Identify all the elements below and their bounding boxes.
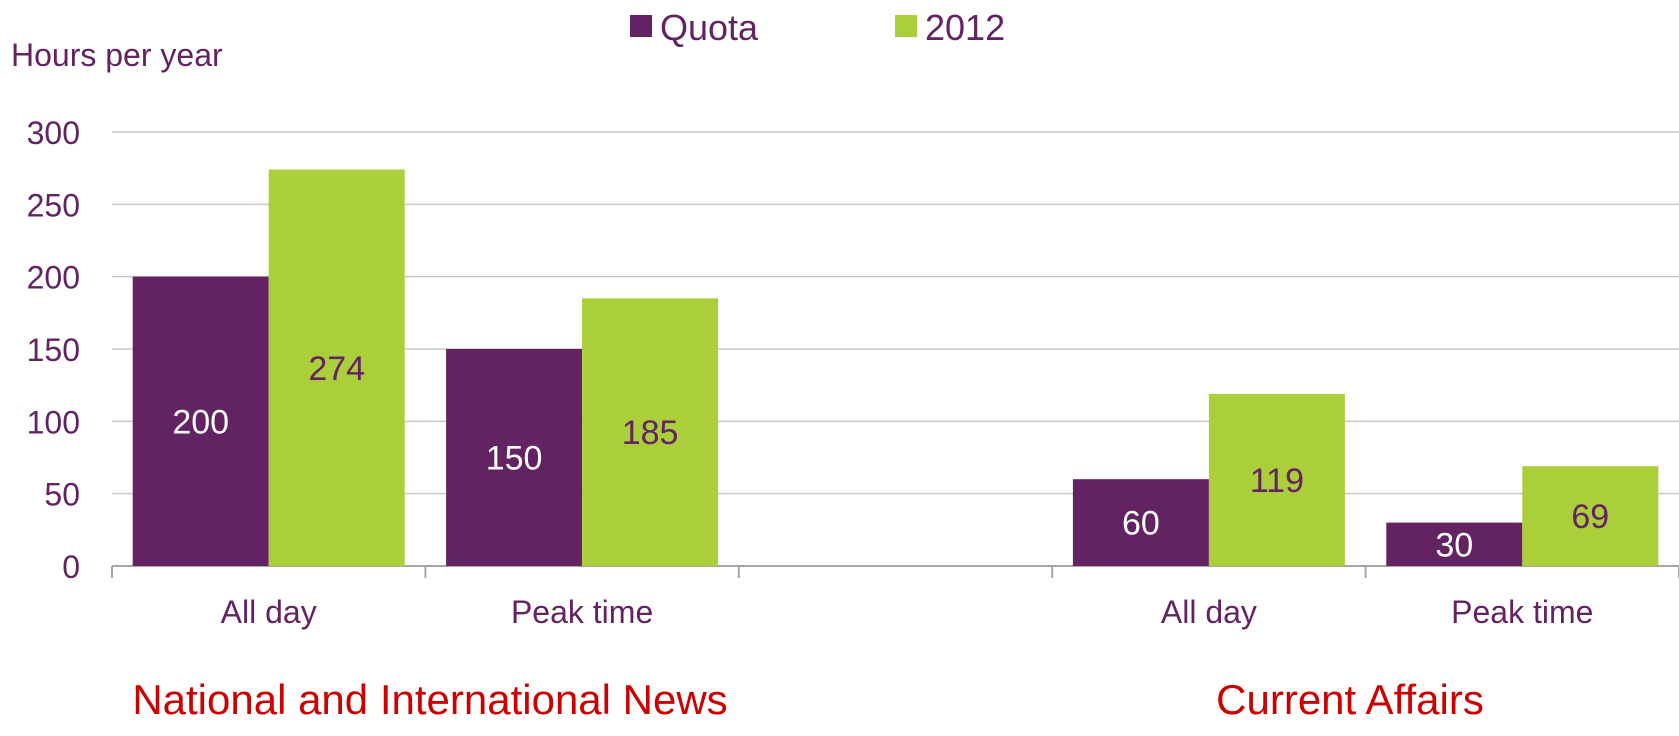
data-label: 274 xyxy=(308,350,365,388)
bar-2012-4 xyxy=(1522,466,1659,566)
data-label: 60 xyxy=(1122,505,1160,543)
y-tick-label: 50 xyxy=(44,477,80,513)
bar-2012-0 xyxy=(268,169,405,566)
data-label: 150 xyxy=(486,440,543,478)
data-labels: 200 150 60 30 274 185 119 69 xyxy=(172,350,1609,564)
bars xyxy=(132,169,1659,566)
bar-quota-0 xyxy=(132,276,269,566)
x-tick-label: All day xyxy=(221,594,317,630)
data-label: 69 xyxy=(1571,498,1609,536)
bar-quota-1 xyxy=(446,349,583,566)
y-tick-label: 0 xyxy=(62,549,80,585)
group-label-national-news: National and International News xyxy=(132,676,727,723)
y-tick-label: 250 xyxy=(27,187,80,223)
legend-label-2012: 2012 xyxy=(925,7,1005,48)
axes: 0 50 100 150 200 250 300 All day Peak time All da… xyxy=(27,115,1679,630)
data-label: 185 xyxy=(622,414,679,452)
legend-swatch-2012 xyxy=(895,15,917,37)
x-tick-label: Peak time xyxy=(1451,594,1593,630)
legend-swatch-quota xyxy=(630,15,652,37)
group-label-current-affairs: Current Affairs xyxy=(1216,676,1484,723)
y-tick-label: 300 xyxy=(27,115,80,151)
y-tick-label: 100 xyxy=(27,404,80,440)
bar-2012-1 xyxy=(582,298,719,566)
x-tick-label: All day xyxy=(1161,594,1257,630)
x-tick-label: Peak time xyxy=(511,594,653,630)
legend-label-quota: Quota xyxy=(660,7,759,48)
y-axis-title: Hours per year xyxy=(11,37,223,73)
legend: Quota 2012 xyxy=(630,7,1005,48)
bar-2012-3 xyxy=(1208,393,1345,566)
data-label: 30 xyxy=(1435,526,1473,564)
data-label: 200 xyxy=(172,403,229,441)
bar-quota-3 xyxy=(1072,479,1209,566)
y-tick-label: 150 xyxy=(27,332,80,368)
bar-quota-4 xyxy=(1386,522,1523,566)
y-tick-label: 200 xyxy=(27,260,80,296)
data-label: 119 xyxy=(1250,462,1304,500)
